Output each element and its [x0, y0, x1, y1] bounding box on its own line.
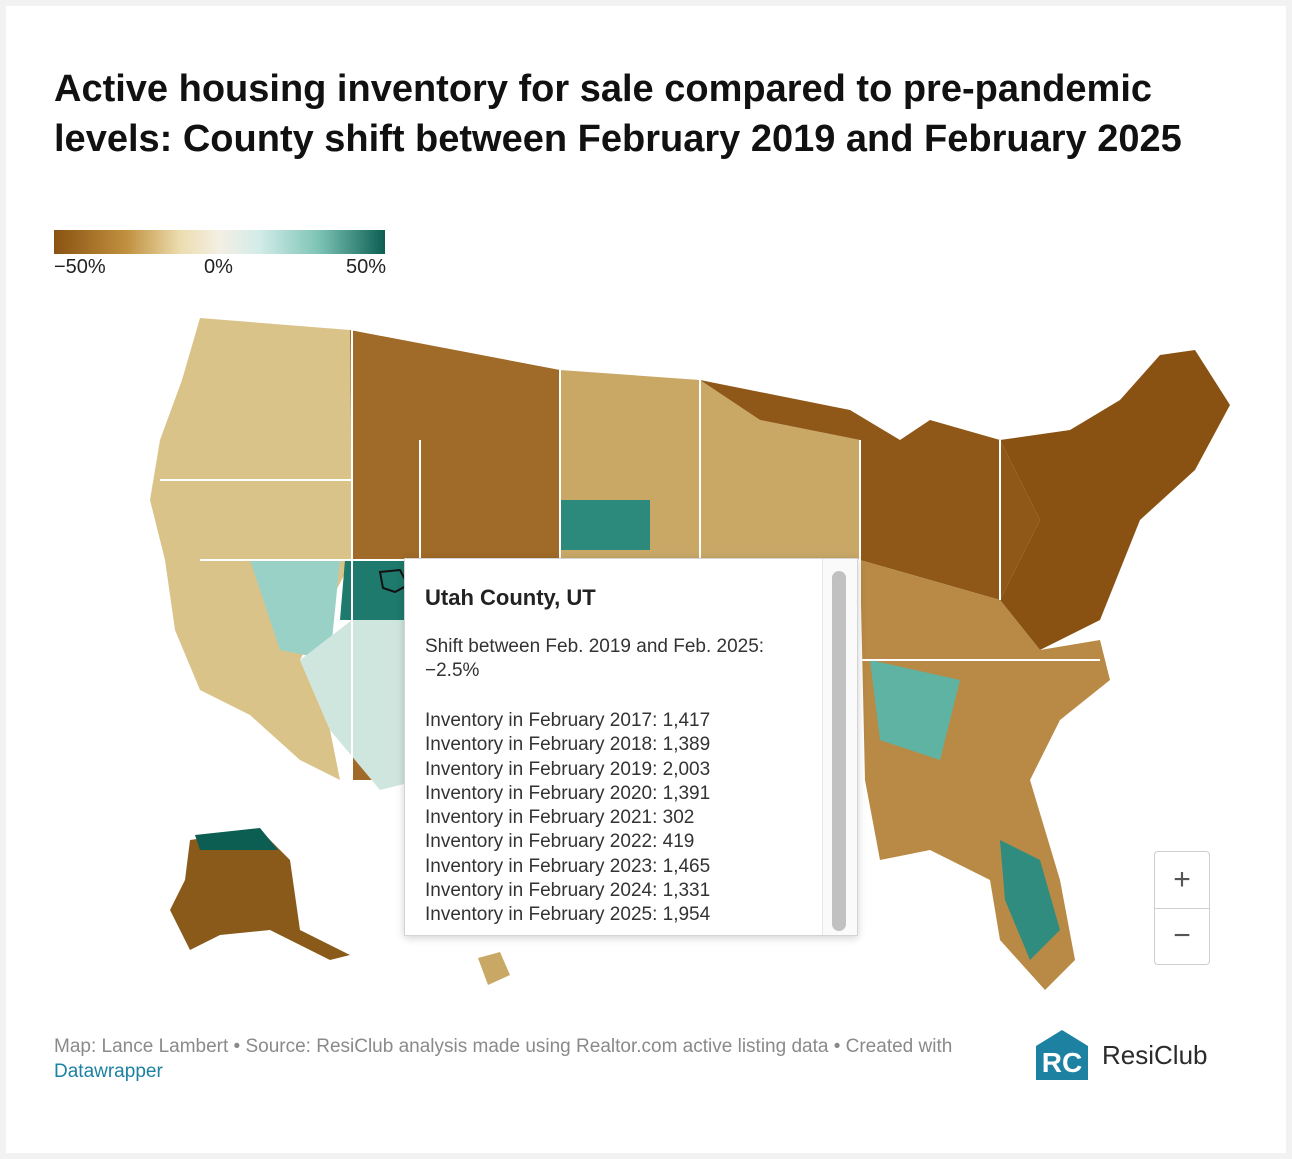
legend-max-label: 50% [345, 256, 386, 278]
map-region-west[interactable] [150, 318, 352, 780]
legend-gradient-bar [54, 230, 385, 254]
map-region-alaska-north[interactable] [195, 828, 278, 850]
map-region-alaska[interactable] [170, 830, 350, 960]
tooltip-row: Inventory in February 2024: 1,331 [425, 880, 711, 902]
map-region-hawaii[interactable] [478, 952, 510, 985]
tooltip-row: Inventory in February 2023: 1,465 [425, 855, 711, 877]
tooltip-inventory-list: Inventory in February 2017: 1,417 Invent… [425, 709, 710, 928]
source-footer: Map: Lance Lambert • Source: ResiClub an… [54, 1034, 1024, 1084]
footer-credit: Map: Lance Lambert • Source: ResiClub an… [54, 1036, 953, 1057]
tooltip-scrollbar[interactable] [822, 559, 857, 935]
color-legend: −50% 0% 50% [54, 230, 386, 290]
resiclub-logo: RC ResiClub [1032, 1024, 1232, 1084]
logo-mark-letters: RC [1042, 1047, 1082, 1078]
legend-min-label: −50% [54, 256, 106, 278]
resiclub-logo-mark-icon: RC [1036, 1030, 1088, 1080]
us-county-map[interactable] [0, 300, 1292, 1000]
map-region-teal-southeast[interactable] [870, 660, 960, 760]
map-region-teal-plains[interactable] [560, 500, 650, 550]
map-region-southeast[interactable] [860, 560, 1110, 990]
tooltip-row: Inventory in February 2017: 1,417 [425, 710, 711, 731]
tooltip-shift-text: Shift between Feb. 2019 and Feb. 2025: −… [425, 636, 765, 681]
datawrapper-link[interactable]: Datawrapper [54, 1061, 163, 1082]
tooltip-county-name: Utah County, UT [425, 585, 596, 610]
tooltip-row: Inventory in February 2020: 1,391 [425, 782, 711, 804]
tooltip-row: Inventory in February 2025: 1,954 [425, 904, 711, 926]
map-region-southwest[interactable] [300, 620, 420, 790]
map-region-northeast[interactable] [1000, 350, 1230, 650]
tooltip-scrollbar-thumb[interactable] [832, 571, 846, 931]
zoom-out-button[interactable]: − [1173, 919, 1191, 952]
map-region-teal-florida[interactable] [1000, 840, 1060, 960]
map-region-teal-nevada[interactable] [250, 560, 340, 660]
map-region-midwest[interactable] [700, 380, 1040, 600]
map-region-teal-utah[interactable] [340, 560, 410, 620]
tooltip-row: Inventory in February 2022: 419 [425, 831, 695, 853]
chart-title: Active housing inventory for sale compar… [54, 68, 1182, 160]
zoom-controls: + − [1154, 851, 1210, 965]
county-tooltip: Utah County, UT Shift between Feb. 2019 … [404, 558, 858, 936]
map-regions [150, 318, 1230, 990]
zoom-in-button[interactable]: + [1155, 852, 1209, 909]
tooltip-row: Inventory in February 2019: 2,003 [425, 758, 711, 780]
logo-text: ResiClub [1102, 1040, 1208, 1070]
legend-mid-label: 0% [204, 256, 233, 278]
tooltip-row: Inventory in February 2018: 1,389 [425, 734, 711, 756]
tooltip-row: Inventory in February 2021: 302 [425, 807, 695, 829]
utah-county-highlight[interactable] [378, 568, 410, 594]
